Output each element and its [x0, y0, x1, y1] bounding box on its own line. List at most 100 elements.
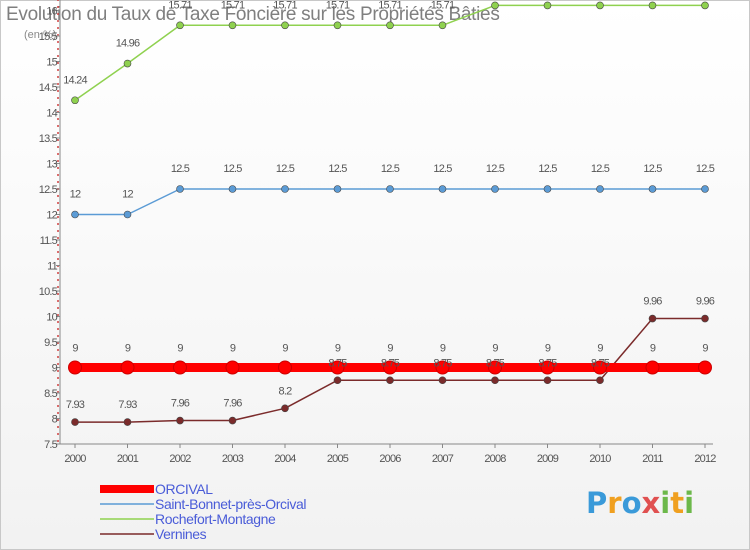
data-label: 15.71 — [326, 0, 350, 11]
logo-letter: r — [607, 486, 622, 520]
x-tick-label: 2004 — [274, 453, 296, 465]
data-label: 9 — [597, 343, 603, 355]
data-point — [648, 1, 657, 10]
legend-swatch-vernines — [100, 533, 154, 535]
data-point — [491, 185, 499, 193]
data-label: 8.75 — [381, 357, 400, 369]
data-point — [68, 360, 82, 375]
legend-label-orcival: ORCIVAL — [155, 481, 213, 497]
data-label: 15.71 — [168, 0, 192, 11]
data-point — [645, 360, 660, 375]
data-point — [173, 360, 187, 375]
data-point — [698, 360, 712, 375]
data-label: 12.5 — [696, 163, 715, 175]
data-point — [596, 1, 604, 10]
data-point — [438, 185, 447, 193]
data-label: 9 — [230, 343, 236, 355]
data-point — [281, 404, 289, 413]
proxiti-logo: Proxiti — [586, 486, 694, 520]
data-point — [543, 376, 552, 385]
data-label: 9 — [492, 343, 498, 355]
data-point — [701, 185, 709, 193]
x-tick-label: 2010 — [589, 453, 611, 465]
y-tick-label: 13 — [46, 159, 57, 171]
data-label: 12.5 — [223, 163, 242, 175]
data-point — [120, 360, 135, 375]
logo-letter: P — [586, 486, 608, 520]
data-label: 15.71 — [431, 0, 455, 11]
data-label: 14.96 — [116, 38, 140, 50]
data-point — [176, 21, 184, 30]
legend-label-rochefort: Rochefort-Montagne — [155, 511, 276, 527]
data-label: 9 — [282, 343, 288, 355]
logo-letter: i — [660, 486, 671, 520]
data-point — [333, 376, 342, 385]
legend-swatch-orcival — [100, 485, 154, 493]
data-point — [491, 376, 499, 385]
data-label: 12.5 — [328, 163, 347, 175]
data-point — [281, 21, 289, 30]
y-tick-label: 8 — [52, 414, 58, 426]
logo-letter: i — [684, 486, 695, 520]
data-point — [491, 1, 499, 10]
x-tick-label: 2011 — [642, 453, 663, 465]
data-point — [71, 210, 79, 219]
data-point — [228, 416, 237, 425]
data-point — [596, 185, 604, 193]
data-label: 12 — [122, 189, 133, 201]
data-point — [123, 418, 132, 426]
y-tick-label: 14 — [46, 108, 57, 120]
data-label: 15.71 — [378, 0, 402, 11]
series-line-2 — [74, 4, 705, 101]
data-point — [540, 360, 555, 375]
data-label: 7.93 — [66, 399, 85, 411]
y-tick-label: 13.5 — [39, 133, 58, 145]
legend-swatch-rochefort — [100, 518, 154, 520]
data-point — [648, 314, 657, 323]
data-point — [438, 376, 447, 385]
data-point — [386, 185, 394, 193]
y-tick-label: 11 — [47, 261, 58, 273]
data-label: 12.5 — [591, 163, 610, 175]
data-label: 9 — [177, 343, 183, 355]
y-tick-label: 7.5 — [44, 439, 58, 451]
data-point — [176, 416, 184, 425]
data-point — [228, 185, 237, 193]
data-label: 14.24 — [63, 74, 87, 86]
data-point — [701, 1, 709, 10]
data-label: 9 — [387, 343, 393, 355]
y-tick-label: 12 — [46, 210, 57, 222]
y-tick-label: 11.5 — [40, 235, 58, 247]
data-label: 15.71 — [273, 0, 297, 11]
data-point — [123, 210, 132, 219]
logo-letter: o — [621, 486, 642, 520]
data-label: 9.96 — [643, 296, 662, 308]
data-point — [71, 418, 79, 426]
x-tick-label: 2012 — [694, 453, 716, 465]
series-line-1 — [75, 188, 705, 216]
logo-letter: x — [641, 486, 661, 520]
data-point — [543, 1, 552, 10]
data-point — [176, 185, 184, 193]
data-label: 9 — [650, 343, 656, 355]
x-tick-label: 2006 — [379, 453, 401, 465]
data-label: 8.75 — [591, 357, 610, 369]
y-tick-label: 16 — [46, 6, 57, 18]
data-point — [438, 21, 447, 30]
data-point — [330, 360, 345, 375]
y-tick-label: 9.5 — [44, 337, 58, 349]
x-tick-label: 2005 — [327, 453, 349, 465]
data-label: 9 — [702, 343, 708, 355]
y-tick-label: 10 — [46, 312, 57, 324]
x-tick-label: 2002 — [169, 453, 191, 465]
legend-label-saint-bonnet: Saint-Bonnet-près-Orcival — [155, 496, 307, 512]
data-point — [281, 185, 289, 193]
data-label: 9 — [335, 343, 341, 355]
data-label: 9 — [545, 343, 551, 355]
x-tick-label: 2009 — [537, 453, 559, 465]
x-tick-label: 2007 — [432, 453, 454, 465]
y-tick-label: 15 — [46, 57, 57, 69]
data-label: 12.5 — [538, 163, 557, 175]
